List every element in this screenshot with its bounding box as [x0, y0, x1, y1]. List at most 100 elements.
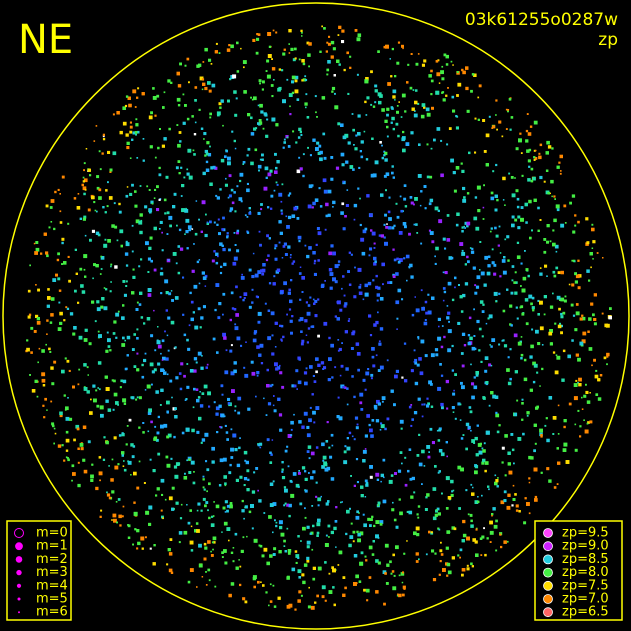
- star: [434, 255, 436, 258]
- star: [261, 272, 265, 276]
- star: [310, 605, 315, 610]
- star: [258, 79, 262, 83]
- star: [323, 366, 326, 370]
- star: [437, 317, 441, 321]
- star: [144, 389, 147, 391]
- star: [518, 510, 521, 513]
- star: [107, 408, 112, 412]
- star: [153, 309, 155, 312]
- star: [331, 444, 334, 447]
- star: [293, 384, 297, 388]
- star: [396, 317, 399, 320]
- star: [429, 427, 433, 431]
- star: [571, 283, 575, 287]
- star: [346, 51, 349, 55]
- star: [462, 293, 466, 298]
- star: [204, 504, 207, 508]
- star: [201, 392, 205, 395]
- star: [120, 379, 123, 383]
- star: [77, 483, 81, 488]
- star: [386, 113, 389, 117]
- zp-label: zp=7.0: [562, 592, 609, 607]
- star: [83, 254, 88, 259]
- star: [243, 66, 245, 69]
- star: [424, 508, 428, 511]
- star: [282, 146, 285, 149]
- star: [606, 355, 609, 358]
- star: [270, 84, 274, 87]
- zp-label: zp=7.5: [562, 578, 609, 593]
- star: [259, 442, 263, 446]
- star: [526, 113, 529, 115]
- star: [402, 571, 404, 574]
- star: [322, 455, 327, 460]
- star: [554, 322, 557, 325]
- star: [262, 263, 266, 267]
- star: [204, 233, 208, 238]
- zp-label: zp=9.0: [562, 539, 609, 554]
- star: [136, 352, 139, 355]
- star: [347, 92, 350, 95]
- star: [279, 371, 283, 375]
- star: [394, 99, 396, 101]
- star: [454, 417, 457, 420]
- star: [579, 341, 584, 346]
- star: [92, 277, 94, 280]
- star: [386, 563, 390, 567]
- star: [99, 168, 102, 171]
- star: [380, 422, 383, 425]
- star: [257, 489, 259, 492]
- star: [417, 337, 420, 340]
- star: [206, 490, 208, 493]
- star: [428, 451, 430, 453]
- star: [474, 284, 477, 287]
- star: [372, 364, 376, 368]
- star: [235, 285, 238, 289]
- star: [121, 515, 124, 518]
- star: [301, 79, 304, 82]
- star: [197, 307, 201, 311]
- star: [54, 190, 57, 194]
- star: [202, 305, 206, 309]
- star: [460, 310, 464, 313]
- star: [231, 130, 234, 133]
- star: [344, 302, 348, 306]
- star: [186, 172, 190, 176]
- star: [61, 444, 64, 447]
- star: [304, 319, 308, 323]
- star: [152, 469, 156, 473]
- star: [260, 269, 264, 273]
- star: [271, 95, 274, 98]
- star: [306, 254, 310, 259]
- star: [331, 566, 334, 569]
- star: [455, 223, 459, 227]
- star: [51, 422, 55, 426]
- star: [175, 376, 179, 380]
- star: [462, 70, 466, 75]
- star: [123, 468, 127, 472]
- star: [140, 536, 145, 541]
- star: [459, 419, 462, 421]
- star: [213, 221, 216, 224]
- star: [230, 188, 234, 192]
- star: [492, 125, 496, 129]
- star: [390, 121, 393, 124]
- zp-symbol: [543, 541, 553, 552]
- star: [384, 543, 389, 548]
- star: [185, 398, 188, 401]
- star: [359, 150, 362, 153]
- star: [426, 404, 430, 408]
- star: [445, 562, 449, 566]
- star: [330, 156, 334, 159]
- star: [371, 419, 375, 422]
- star: [395, 369, 399, 373]
- star: [274, 247, 277, 250]
- star: [445, 379, 449, 384]
- star: [384, 151, 388, 156]
- star: [492, 170, 495, 173]
- star: [180, 362, 184, 366]
- star: [247, 147, 251, 151]
- star: [495, 479, 499, 483]
- star: [233, 369, 237, 374]
